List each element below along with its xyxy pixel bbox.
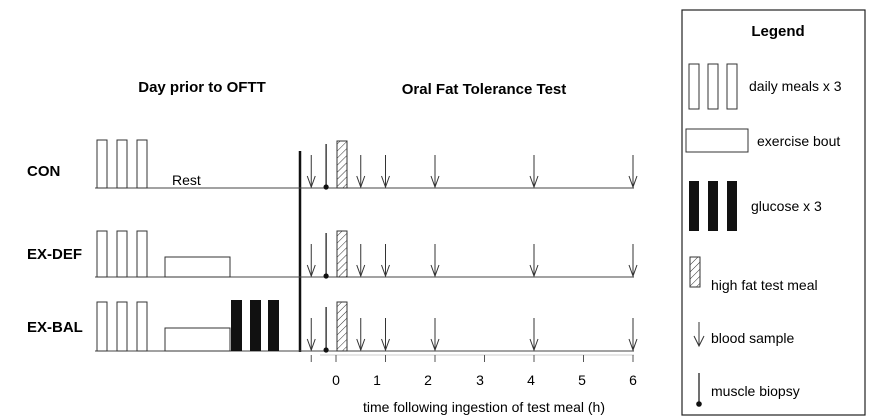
row-label-ex-def: EX-DEF xyxy=(27,246,82,263)
ex-def-test-meal xyxy=(336,230,348,278)
row-label-ex-bal: EX-BAL xyxy=(27,319,83,336)
muscle-biopsy-marker xyxy=(323,144,329,190)
ex-bal-exercise-bout xyxy=(164,327,231,352)
muscle-biopsy-marker xyxy=(323,233,329,279)
ex-bal-daily-meals xyxy=(96,301,148,352)
muscle-biopsy-marker xyxy=(323,307,329,353)
tick-label: 4 xyxy=(527,372,535,388)
blood-sample-arrow xyxy=(381,318,390,352)
blood-sample-arrow xyxy=(529,318,539,352)
blood-sample-arrow xyxy=(628,155,638,189)
oftt-header: Oral Fat Tolerance Test xyxy=(402,81,567,98)
blood-sample-arrow xyxy=(356,155,366,189)
rest-label: Rest xyxy=(172,172,201,188)
blood-sample-arrow xyxy=(306,318,316,352)
ex-bal-test-meal xyxy=(336,301,348,352)
blood-sample-arrow xyxy=(356,318,366,352)
row-label-con: CON xyxy=(27,163,60,180)
time-axis xyxy=(310,354,634,362)
ex-def-daily-meals xyxy=(96,230,148,278)
blood-sample-arrow xyxy=(430,244,440,278)
legend-title: Legend xyxy=(751,23,804,40)
blood-sample-arrow xyxy=(306,244,316,278)
blood-sample-arrow xyxy=(430,318,440,352)
blood-sample-arrow xyxy=(628,318,638,352)
legend-label-muscle-biopsy: muscle biopsy xyxy=(711,383,800,399)
blood-sample-arrow xyxy=(306,155,316,189)
tick-label: 2 xyxy=(424,372,432,388)
legend-label-exercise-bout: exercise bout xyxy=(757,133,840,149)
tick-label: 6 xyxy=(629,372,637,388)
blood-sample-arrow xyxy=(529,155,539,189)
sampling-markers xyxy=(306,144,638,353)
ex-bal-glucose xyxy=(231,300,279,351)
blood-sample-arrow xyxy=(381,244,390,278)
blood-sample-arrow xyxy=(381,155,390,189)
legend-label-blood-sample: blood sample xyxy=(711,330,794,346)
blood-sample-arrow xyxy=(430,155,440,189)
tick-label: 5 xyxy=(578,372,586,388)
blood-sample-arrow xyxy=(529,244,539,278)
high-fat-meal-icon xyxy=(689,256,701,288)
legend-label-high-fat-meal: high fat test meal xyxy=(711,277,818,293)
legend-label-glucose: glucose x 3 xyxy=(751,198,822,214)
ex-def-exercise-bout xyxy=(164,256,231,278)
con-test-meal xyxy=(336,140,348,189)
blood-sample-icon xyxy=(693,322,705,348)
con-daily-meals xyxy=(96,139,148,189)
daily-meals-icon xyxy=(688,63,738,110)
x-axis-label: time following ingestion of test meal (h… xyxy=(363,399,605,415)
tick-label: 1 xyxy=(373,372,381,388)
tick-label: 0 xyxy=(332,372,340,388)
day-prior-header: Day prior to OFTT xyxy=(138,79,266,96)
blood-sample-arrow xyxy=(356,244,366,278)
exercise-bout-icon xyxy=(685,128,749,153)
tick-label: 3 xyxy=(476,372,484,388)
glucose-icon xyxy=(689,181,737,231)
blood-sample-arrow xyxy=(628,244,638,278)
legend-label-daily-meals: daily meals x 3 xyxy=(749,78,842,94)
muscle-biopsy-icon xyxy=(696,373,702,407)
